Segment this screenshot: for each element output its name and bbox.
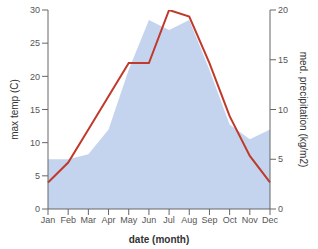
svg-text:med. precipitation (kg/m2): med. precipitation (kg/m2) [298,52,309,168]
svg-text:5: 5 [35,171,40,181]
svg-text:0: 0 [278,204,283,214]
svg-text:max temp (C): max temp (C) [9,79,20,140]
svg-text:Jun: Jun [142,215,157,225]
svg-text:Jul: Jul [163,215,175,225]
svg-text:Mar: Mar [81,215,97,225]
svg-text:5: 5 [278,154,283,164]
svg-text:20: 20 [278,5,288,15]
svg-text:0: 0 [35,204,40,214]
svg-text:10: 10 [278,105,288,115]
svg-text:15: 15 [30,105,40,115]
svg-text:15: 15 [278,55,288,65]
svg-text:Aug: Aug [181,215,197,225]
svg-text:Feb: Feb [60,215,76,225]
svg-text:Sep: Sep [201,215,217,225]
svg-text:Apr: Apr [102,215,116,225]
svg-text:10: 10 [30,138,40,148]
svg-text:20: 20 [30,72,40,82]
svg-text:30: 30 [30,5,40,15]
svg-text:Nov: Nov [242,215,259,225]
svg-text:Oct: Oct [223,215,238,225]
svg-text:May: May [120,215,138,225]
svg-text:Jan: Jan [41,215,56,225]
svg-text:25: 25 [30,38,40,48]
svg-text:Dec: Dec [262,215,279,225]
svg-text:date (month): date (month) [129,234,190,245]
